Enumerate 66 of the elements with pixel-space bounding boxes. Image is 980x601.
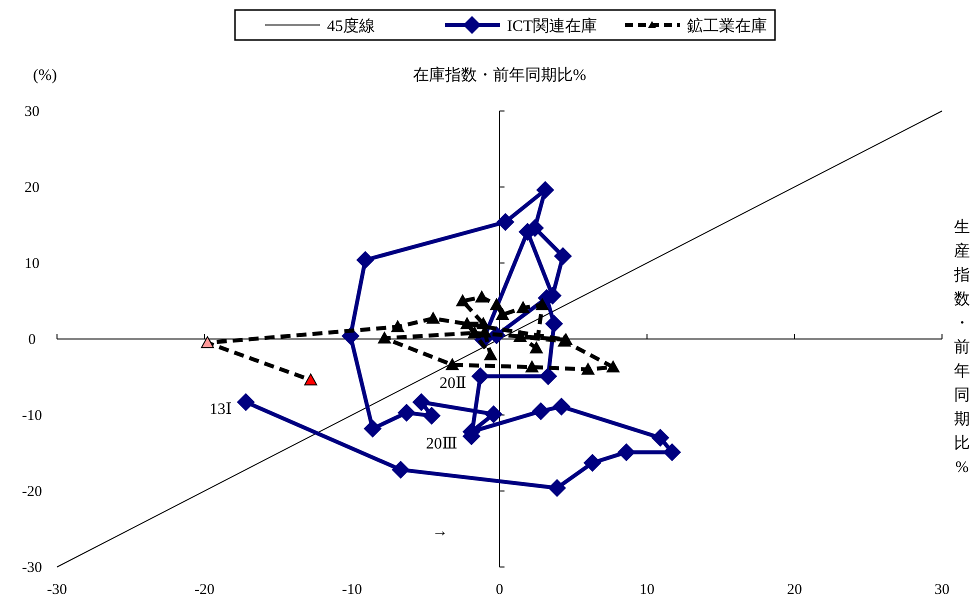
point (583, 454, 602, 472)
point (304, 374, 318, 386)
point (391, 320, 404, 332)
x-tick-label: 10 (640, 582, 654, 598)
point (545, 314, 564, 333)
point (548, 478, 566, 497)
point (468, 326, 481, 338)
x-tick-label: 0 (496, 582, 504, 598)
point (536, 298, 549, 310)
point (514, 330, 527, 342)
point (530, 342, 543, 354)
point (392, 460, 410, 479)
point (475, 290, 488, 302)
point (484, 348, 498, 360)
annotation: 20Ⅲ (426, 435, 458, 452)
text: 生産指数・前年同期比% (954, 219, 970, 476)
point (426, 312, 440, 324)
point (484, 405, 503, 424)
point (446, 358, 459, 370)
x-tick-label: 20 (787, 582, 802, 598)
point (456, 294, 470, 306)
y-tick-label: -30 (22, 560, 42, 576)
point (536, 181, 554, 200)
point (398, 404, 416, 422)
annotation: → (432, 523, 448, 540)
y-tick-label: 10 (24, 256, 40, 272)
annotation: 20Ⅱ (439, 375, 466, 392)
text: (%) (33, 67, 57, 84)
point (471, 367, 490, 386)
point (460, 317, 474, 330)
point (200, 336, 214, 348)
x-tick-label: -10 (342, 582, 362, 598)
legend-label: 鉱工業在庫 (687, 17, 767, 35)
y-axis-title: 在庫指数・前年同期比% (412, 66, 586, 84)
point (476, 317, 490, 330)
point (496, 212, 514, 231)
x-tick-label: -20 (194, 582, 214, 598)
point (496, 308, 509, 320)
point (378, 332, 391, 344)
point (582, 362, 594, 375)
x-tick-label: -30 (47, 582, 67, 598)
y-tick-label: 20 (24, 180, 40, 196)
point (516, 301, 530, 314)
point (490, 298, 504, 310)
annotation: 13Ⅰ (209, 401, 232, 418)
y-tick-label: 0 (28, 332, 36, 348)
point (617, 443, 636, 462)
y-tick-label: -10 (22, 408, 42, 424)
point (532, 402, 550, 420)
point (663, 443, 682, 462)
y-tick-label: -20 (22, 484, 42, 500)
point (651, 428, 670, 447)
legend-label: 45度線 (327, 17, 375, 35)
point (552, 398, 570, 416)
point (356, 250, 374, 269)
point (525, 360, 538, 372)
y-tick-label: 30 (24, 104, 40, 120)
legend-label: ICT関連在庫 (507, 17, 597, 35)
point (539, 367, 558, 386)
x-tick-label: 30 (934, 582, 950, 598)
point (554, 247, 572, 266)
point (606, 360, 620, 372)
point (422, 406, 441, 425)
point (364, 420, 382, 438)
point (412, 393, 430, 412)
point (236, 393, 255, 412)
